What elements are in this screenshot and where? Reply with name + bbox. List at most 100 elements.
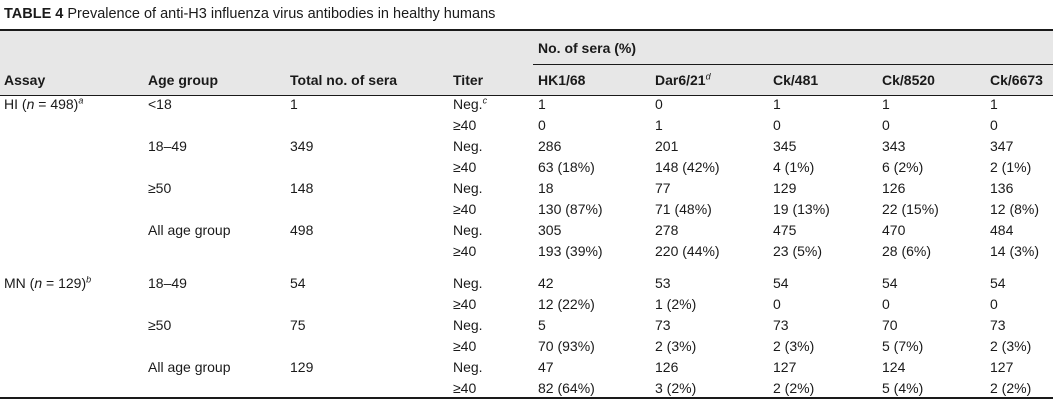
- sera-value-cell: 6 (2%): [882, 159, 924, 175]
- col-header-titer: Titer: [453, 72, 484, 88]
- total-sera-cell: 498: [290, 222, 314, 238]
- titer-cell: Neg.: [453, 180, 483, 196]
- sera-value-cell: 5 (7%): [882, 338, 924, 354]
- strain-name: Ck/481: [773, 72, 819, 88]
- sera-value-cell: 1: [655, 117, 663, 133]
- titer-text: ≥40: [453, 243, 477, 259]
- sera-value-cell: 18: [538, 180, 554, 196]
- sera-value-cell: 12 (22%): [538, 296, 595, 312]
- strain-name: HK1/68: [538, 72, 586, 88]
- sera-value-cell: 278: [655, 222, 679, 238]
- sera-value-cell: 1: [538, 96, 546, 112]
- sera-value-cell: 12 (8%): [990, 201, 1040, 217]
- age-group-cell: ≥50: [148, 180, 172, 196]
- sera-value-cell: 1: [882, 96, 890, 112]
- bottom-rule: [0, 397, 1053, 399]
- sera-value-cell: 0: [990, 296, 998, 312]
- assay-text: MN (: [4, 275, 35, 291]
- assay-n: n: [26, 96, 35, 112]
- footnote-marker: b: [86, 274, 92, 285]
- table-label: TABLE 4: [4, 6, 64, 22]
- titer-cell: Neg.: [453, 359, 483, 375]
- titer-text: Neg.: [453, 180, 483, 196]
- sera-value-cell: 2 (3%): [990, 338, 1032, 354]
- footnote-marker: c: [482, 95, 488, 106]
- titer-text: Neg.: [453, 275, 483, 291]
- sera-value-cell: 28 (6%): [882, 243, 932, 259]
- sera-value-cell: 73: [655, 317, 671, 333]
- titer-cell: ≥40: [453, 201, 476, 217]
- sera-value-cell: 19 (13%): [773, 201, 830, 217]
- sera-value-cell: 4 (1%): [773, 159, 815, 175]
- sera-value-cell: 3 (2%): [655, 380, 697, 396]
- group-header-rule: [533, 64, 1053, 65]
- sera-value-cell: 73: [773, 317, 789, 333]
- total-sera-cell: 75: [290, 317, 306, 333]
- titer-text: ≥40: [453, 380, 477, 396]
- age-group-cell: ≥50: [148, 317, 172, 333]
- sera-value-cell: 47: [538, 359, 554, 375]
- assay-text: HI (: [4, 96, 27, 112]
- titer-cell: ≥40: [453, 117, 476, 133]
- age-group-cell: 18–49: [148, 275, 187, 291]
- sera-value-cell: 77: [655, 180, 671, 196]
- sera-value-cell: 2 (2%): [990, 380, 1032, 396]
- titer-text: ≥40: [453, 117, 477, 133]
- sera-value-cell: 70 (93%): [538, 338, 595, 354]
- strain-name: Ck/6673: [990, 72, 1043, 88]
- titer-cell: ≥40: [453, 159, 476, 175]
- strain-name: Ck/8520: [882, 72, 935, 88]
- sera-value-cell: 22 (15%): [882, 201, 939, 217]
- titer-cell: ≥40: [453, 296, 476, 312]
- titer-text: Neg.: [453, 138, 483, 154]
- age-group-cell: All age group: [148, 222, 231, 238]
- table-caption: Prevalence of anti-H3 influenza virus an…: [67, 6, 496, 22]
- sera-value-cell: 2 (3%): [655, 338, 697, 354]
- total-sera-cell: 54: [290, 275, 306, 291]
- sera-value-cell: 1: [990, 96, 998, 112]
- sera-value-cell: 70: [882, 317, 898, 333]
- sera-value-cell: 475: [773, 222, 797, 238]
- sera-value-cell: 82 (64%): [538, 380, 595, 396]
- sera-value-cell: 71 (48%): [655, 201, 712, 217]
- sera-value-cell: 23 (5%): [773, 243, 823, 259]
- footnote-marker: a: [78, 95, 84, 106]
- titer-cell: ≥40: [453, 338, 476, 354]
- sera-value-cell: 1 (2%): [655, 296, 697, 312]
- titer-text: ≥40: [453, 338, 477, 354]
- titer-text: ≥40: [453, 201, 477, 217]
- age-group-cell: 18–49: [148, 138, 187, 154]
- sera-value-cell: 0: [990, 117, 998, 133]
- col-header-age-group: Age group: [148, 72, 218, 88]
- titer-cell: Neg.: [453, 222, 483, 238]
- top-rule: [0, 29, 1053, 31]
- assay-text: = 129): [42, 275, 87, 291]
- age-group-cell: All age group: [148, 359, 231, 375]
- sera-value-cell: 286: [538, 138, 562, 154]
- group-header: No. of sera (%): [538, 40, 637, 56]
- titer-text: Neg.: [453, 222, 483, 238]
- sera-value-cell: 5 (4%): [882, 380, 924, 396]
- total-sera-cell: 129: [290, 359, 314, 375]
- sera-value-cell: 193 (39%): [538, 243, 603, 259]
- titer-cell: Neg.: [453, 317, 483, 333]
- sera-value-cell: 129: [773, 180, 797, 196]
- col-header-total: Total no. of sera: [290, 72, 398, 88]
- sera-value-cell: 2 (3%): [773, 338, 815, 354]
- sera-value-cell: 14 (3%): [990, 243, 1040, 259]
- sera-value-cell: 127: [990, 359, 1014, 375]
- sera-value-cell: 54: [773, 275, 789, 291]
- sera-value-cell: 136: [990, 180, 1014, 196]
- sera-value-cell: 5: [538, 317, 546, 333]
- titer-cell: Neg.: [453, 138, 483, 154]
- header-rule: [0, 95, 1053, 96]
- sera-value-cell: 126: [655, 359, 679, 375]
- assay-text: = 498): [34, 96, 79, 112]
- age-group-cell: <18: [148, 96, 172, 112]
- sera-value-cell: 130 (87%): [538, 201, 603, 217]
- assay-cell: MN (n = 129)b: [4, 275, 91, 291]
- sera-value-cell: 0: [882, 296, 890, 312]
- sera-value-cell: 343: [882, 138, 906, 154]
- col-header-assay: Assay: [4, 72, 46, 88]
